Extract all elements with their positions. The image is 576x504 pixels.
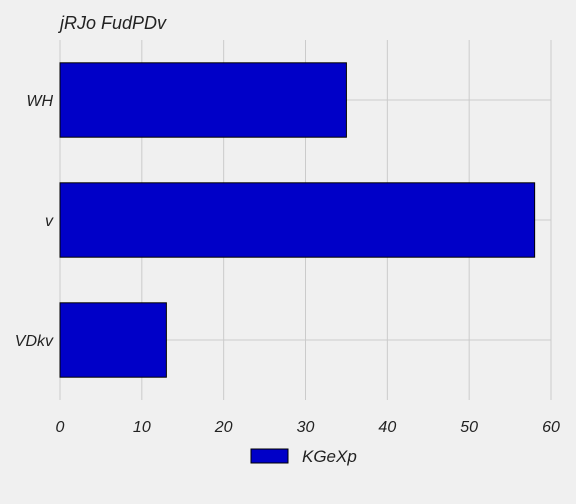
bars — [59, 62, 536, 378]
bar-v — [59, 182, 536, 258]
chart-title: jRJo FudPDv — [57, 13, 167, 33]
legend: KGeXp — [250, 447, 357, 466]
legend-swatch — [250, 448, 289, 464]
bar-wh — [59, 62, 347, 138]
x-tick-label: 30 — [297, 419, 315, 436]
bar-vdkv — [59, 302, 167, 378]
y-tick-labels: WH v VDkv — [15, 93, 54, 350]
x-tick-label: 50 — [460, 419, 478, 436]
x-tick-labels: 0 10 20 30 40 50 60 — [56, 419, 560, 436]
x-tick-label: 0 — [56, 419, 65, 436]
x-tick-label: 10 — [133, 419, 151, 436]
x-tick-label: 40 — [378, 419, 396, 436]
y-tick-label: WH — [26, 93, 53, 110]
y-tick-label: v — [45, 213, 54, 230]
x-tick-label: 20 — [214, 419, 233, 436]
x-tick-label: 60 — [542, 419, 560, 436]
y-tick-label: VDkv — [15, 333, 54, 350]
legend-label: KGeXp — [302, 447, 357, 466]
